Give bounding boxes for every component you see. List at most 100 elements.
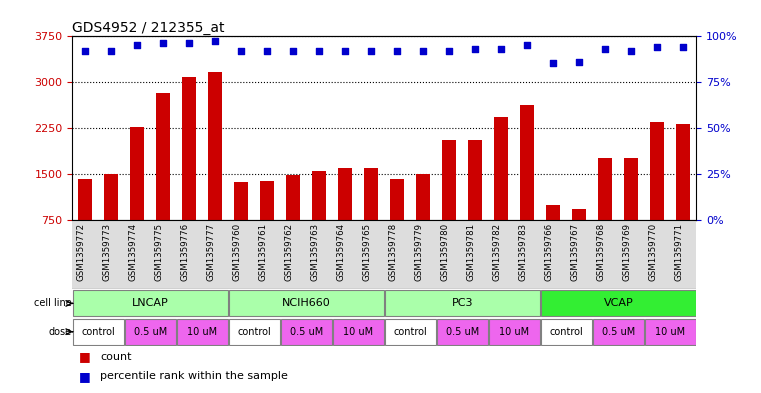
Bar	[104, 174, 119, 220]
Bar	[312, 171, 326, 220]
Point	[651, 44, 664, 50]
Bar	[442, 140, 457, 220]
Text: GSM1359778: GSM1359778	[388, 222, 397, 281]
Point	[417, 48, 429, 54]
Bar	[546, 205, 560, 220]
Point	[677, 44, 689, 50]
Text: ■: ■	[78, 350, 91, 364]
Text: GSM1359781: GSM1359781	[466, 222, 476, 281]
Text: GSM1359761: GSM1359761	[258, 222, 267, 281]
Text: 10 uM: 10 uM	[187, 327, 218, 337]
Point	[79, 48, 91, 54]
Point	[287, 48, 299, 54]
Text: GSM1359780: GSM1359780	[441, 222, 449, 281]
Text: GSM1359782: GSM1359782	[492, 222, 501, 281]
Bar	[468, 140, 482, 220]
Text: 10 uM: 10 uM	[343, 327, 374, 337]
Text: GSM1359779: GSM1359779	[414, 222, 423, 281]
Bar	[437, 319, 488, 345]
Text: 0.5 uM: 0.5 uM	[134, 327, 167, 337]
Bar	[73, 319, 123, 345]
Bar	[390, 178, 404, 220]
Bar	[130, 127, 145, 220]
Text: 0.5 uM: 0.5 uM	[446, 327, 479, 337]
Text: percentile rank within the sample: percentile rank within the sample	[100, 371, 288, 382]
Point	[209, 38, 221, 44]
Text: 10 uM: 10 uM	[655, 327, 686, 337]
Point	[131, 42, 143, 48]
Text: control: control	[81, 327, 115, 337]
Text: GSM1359760: GSM1359760	[232, 222, 241, 281]
Bar	[598, 158, 613, 220]
Text: GSM1359763: GSM1359763	[310, 222, 320, 281]
Bar	[489, 319, 540, 345]
Bar	[572, 209, 587, 220]
Bar	[541, 319, 591, 345]
Point	[365, 48, 377, 54]
Point	[314, 48, 326, 54]
Text: GSM1359769: GSM1359769	[622, 222, 632, 281]
Text: PC3: PC3	[451, 298, 473, 309]
Text: GSM1359762: GSM1359762	[285, 222, 293, 281]
Bar	[234, 182, 248, 220]
Text: dose: dose	[49, 327, 72, 337]
Text: 0.5 uM: 0.5 uM	[602, 327, 635, 337]
Bar	[209, 72, 222, 220]
Bar	[521, 105, 534, 220]
Point	[183, 40, 196, 46]
Text: VCAP: VCAP	[603, 298, 633, 309]
Bar	[416, 174, 431, 220]
Text: GSM1359765: GSM1359765	[362, 222, 371, 281]
Text: NCIH660: NCIH660	[282, 298, 331, 309]
Text: GSM1359772: GSM1359772	[76, 222, 85, 281]
Text: GSM1359767: GSM1359767	[570, 222, 579, 281]
Text: GSM1359764: GSM1359764	[336, 222, 345, 281]
Bar	[365, 168, 378, 220]
Bar	[73, 290, 228, 316]
Text: count: count	[100, 352, 132, 362]
Text: GSM1359766: GSM1359766	[544, 222, 553, 281]
Bar	[385, 290, 540, 316]
Bar	[541, 290, 696, 316]
Bar	[650, 122, 664, 220]
Bar	[338, 168, 352, 220]
Point	[495, 46, 508, 52]
Text: GSM1359773: GSM1359773	[102, 222, 111, 281]
Bar	[677, 125, 690, 220]
Text: GSM1359776: GSM1359776	[180, 222, 189, 281]
Point	[261, 48, 273, 54]
Bar	[229, 290, 384, 316]
Bar	[645, 319, 696, 345]
Bar	[177, 319, 228, 345]
Bar	[281, 319, 332, 345]
Point	[443, 48, 455, 54]
Bar	[333, 319, 384, 345]
Point	[599, 46, 611, 52]
Bar	[286, 175, 301, 220]
Text: LNCAP: LNCAP	[132, 298, 169, 309]
Text: 0.5 uM: 0.5 uM	[290, 327, 323, 337]
Bar	[624, 158, 638, 220]
Bar	[260, 181, 275, 220]
Point	[573, 59, 585, 65]
Text: GSM1359768: GSM1359768	[597, 222, 605, 281]
Text: GSM1359777: GSM1359777	[206, 222, 215, 281]
Text: control: control	[237, 327, 271, 337]
Bar	[593, 319, 644, 345]
Bar	[182, 77, 196, 220]
Text: GSM1359783: GSM1359783	[518, 222, 527, 281]
Bar	[78, 178, 92, 220]
Bar	[156, 93, 170, 220]
Text: GSM1359770: GSM1359770	[648, 222, 658, 281]
Text: GSM1359775: GSM1359775	[154, 222, 164, 281]
Text: control: control	[549, 327, 583, 337]
Bar	[494, 117, 508, 220]
Text: 10 uM: 10 uM	[499, 327, 530, 337]
Text: control: control	[393, 327, 427, 337]
Point	[235, 48, 247, 54]
Point	[521, 42, 533, 48]
Text: GSM1359771: GSM1359771	[674, 222, 683, 281]
Bar	[229, 319, 279, 345]
Point	[391, 48, 403, 54]
Text: cell line: cell line	[34, 298, 72, 309]
